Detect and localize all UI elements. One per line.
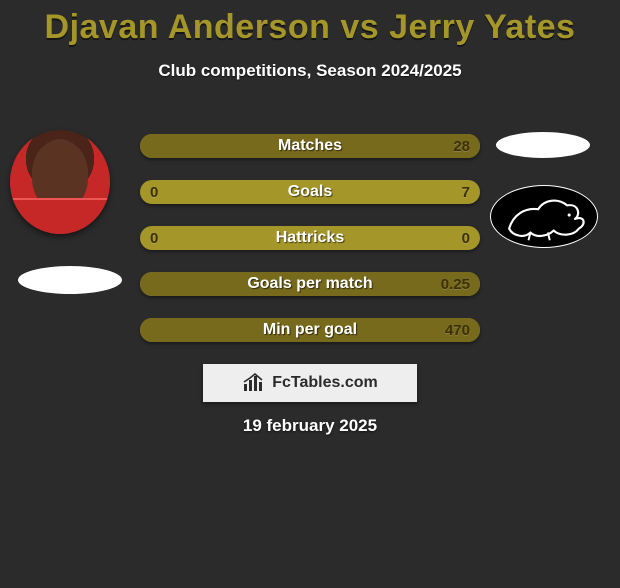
chart-icon — [242, 373, 266, 393]
stat-value-right: 0 — [462, 226, 470, 250]
club-logo-placeholder-left — [18, 266, 122, 294]
stat-bar: Goals per match0.25 — [140, 272, 480, 296]
date-label: 19 february 2025 — [0, 416, 620, 436]
stat-value-left: 0 — [150, 180, 158, 204]
page-title: Djavan Anderson vs Jerry Yates — [0, 8, 620, 47]
stat-value-right: 28 — [453, 134, 470, 158]
stat-value-right: 470 — [445, 318, 470, 342]
stat-bar: Hattricks0 0 — [140, 226, 480, 250]
fctables-label: FcTables.com — [272, 374, 378, 392]
club-logo-placeholder-top — [496, 132, 590, 158]
stat-label: Goals per match — [140, 272, 480, 296]
stat-label: Matches — [140, 134, 480, 158]
stat-bar: Min per goal470 — [140, 318, 480, 342]
stat-bars: Matches28Goals07Hattricks00Goals per mat… — [140, 134, 480, 364]
stat-value-right: 0.25 — [441, 272, 470, 296]
derby-ram-badge — [490, 185, 598, 248]
stat-bar: Matches28 — [140, 134, 480, 158]
player-left-avatar — [10, 130, 110, 238]
stat-value-left: 0 — [150, 226, 158, 250]
stat-label: Goals — [140, 180, 480, 204]
fctables-watermark: FcTables.com — [203, 364, 417, 402]
stat-label: Hattricks — [140, 226, 480, 250]
stat-bar: Goals0 7 — [140, 180, 480, 204]
subtitle: Club competitions, Season 2024/2025 — [0, 61, 620, 81]
stat-label: Min per goal — [140, 318, 480, 342]
stat-value-right: 7 — [462, 180, 470, 204]
